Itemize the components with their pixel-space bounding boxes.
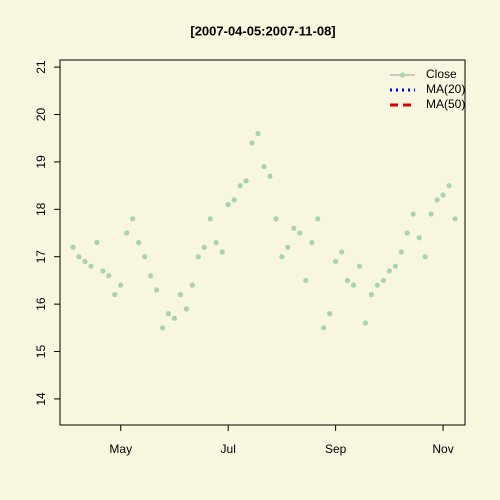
y-tick-label: 17	[34, 250, 48, 264]
data-point	[201, 244, 207, 250]
data-point	[70, 244, 76, 250]
y-tick-label: 20	[34, 108, 48, 122]
data-point	[452, 216, 458, 222]
data-point	[237, 183, 243, 189]
data-point	[446, 183, 452, 189]
data-point	[153, 287, 160, 293]
y-tick-label: 19	[34, 155, 48, 169]
x-tick-label: Nov	[432, 442, 453, 456]
data-point	[434, 197, 440, 203]
data-point	[422, 254, 428, 260]
data-point	[321, 325, 327, 331]
data-point	[94, 239, 100, 246]
data-point	[303, 277, 309, 284]
data-point	[183, 306, 190, 312]
data-point	[338, 249, 345, 255]
data-point	[362, 320, 369, 326]
legend-marker	[399, 72, 406, 78]
data-point	[333, 258, 339, 265]
data-point	[106, 273, 112, 279]
data-point	[118, 282, 124, 288]
data-point	[398, 249, 404, 255]
data-point	[112, 292, 118, 298]
chart-title: [2007-04-05:2007-11-08]	[190, 23, 335, 38]
data-point	[76, 254, 82, 260]
data-point	[171, 315, 178, 321]
data-point	[124, 230, 130, 236]
data-point	[261, 164, 267, 170]
y-tick-label: 18	[34, 202, 48, 216]
data-point	[416, 235, 422, 241]
data-point	[100, 268, 106, 274]
data-point	[386, 268, 392, 274]
data-point	[142, 254, 148, 260]
data-point	[273, 216, 279, 222]
y-tick-label: 15	[34, 345, 48, 359]
data-point	[285, 244, 291, 250]
data-point	[225, 201, 231, 208]
data-point	[219, 249, 225, 255]
data-point	[404, 230, 410, 236]
data-point	[440, 192, 446, 198]
data-point	[130, 216, 136, 222]
data-point	[82, 258, 88, 265]
data-point	[380, 277, 386, 284]
legend-label: MA(20)	[426, 82, 465, 96]
data-point	[147, 273, 154, 279]
data-point	[207, 216, 213, 222]
data-point	[291, 225, 297, 231]
x-tick-label: Sep	[325, 442, 347, 456]
data-point	[249, 140, 255, 146]
legend-label: Close	[426, 67, 457, 81]
data-point	[88, 263, 94, 269]
data-point	[309, 239, 315, 246]
data-point	[368, 292, 375, 298]
y-tick-label: 21	[34, 60, 48, 74]
data-point	[428, 211, 434, 217]
data-point	[243, 178, 249, 184]
data-point	[374, 282, 381, 288]
data-point	[344, 277, 351, 284]
data-point	[297, 230, 303, 236]
plot-frame	[59, 59, 466, 426]
x-tick-label: Jul	[221, 442, 236, 456]
legend-label: MA(50)	[426, 97, 465, 111]
data-point	[327, 311, 333, 317]
data-point	[356, 263, 363, 269]
data-point	[189, 282, 195, 288]
data-point	[136, 239, 142, 246]
data-point	[267, 173, 273, 179]
data-point	[231, 197, 237, 203]
data-point	[410, 211, 416, 217]
data-point	[392, 263, 398, 269]
data-point	[177, 292, 184, 298]
y-tick-label: 16	[34, 297, 48, 311]
data-point	[159, 325, 166, 331]
data-point	[279, 254, 285, 260]
data-point	[213, 239, 219, 246]
data-point	[255, 130, 261, 137]
data-point	[195, 254, 201, 260]
x-tick-label: May	[109, 442, 132, 456]
y-tick-label: 14	[34, 392, 48, 406]
data-point	[315, 216, 321, 222]
data-point	[165, 311, 172, 317]
data-point	[350, 282, 357, 288]
